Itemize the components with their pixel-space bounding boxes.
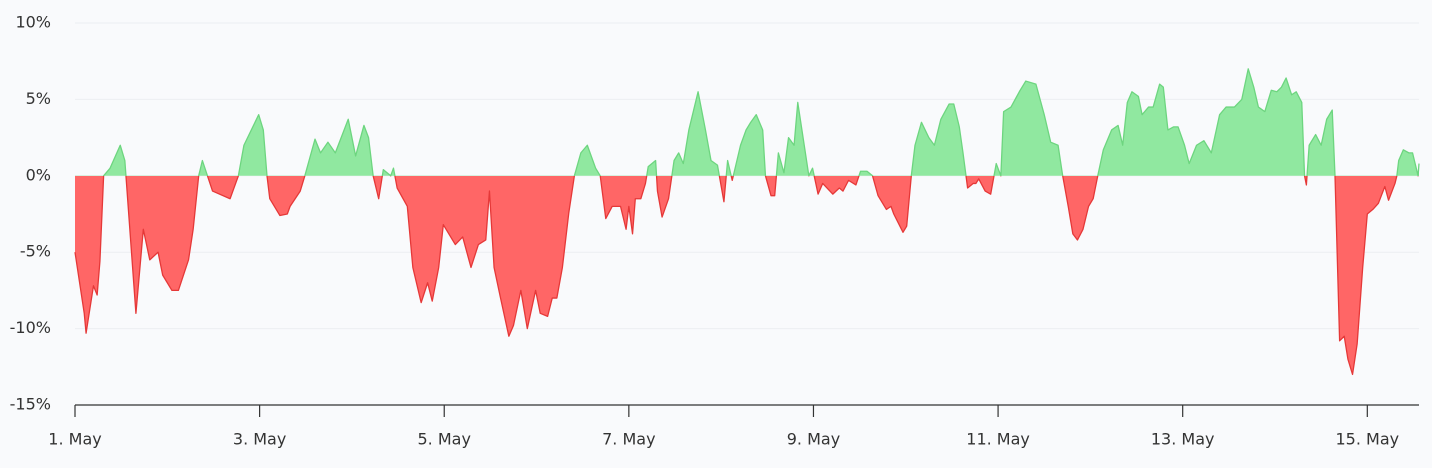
x-tick-label: 7. May bbox=[602, 430, 655, 449]
x-tick-label: 13. May bbox=[1151, 430, 1215, 449]
x-tick-label: 1. May bbox=[48, 430, 101, 449]
area-line bbox=[74, 68, 1420, 376]
y-tick-label: -5% bbox=[20, 242, 51, 261]
x-tick-label: 3. May bbox=[233, 430, 286, 449]
x-tick-label: 9. May bbox=[787, 430, 840, 449]
y-tick-label: 5% bbox=[26, 89, 51, 108]
y-tick-label: 0% bbox=[26, 165, 51, 184]
y-tick-label: -15% bbox=[10, 395, 51, 414]
x-tick-label: 5. May bbox=[418, 430, 471, 449]
x-tick-label: 11. May bbox=[966, 430, 1030, 449]
area bbox=[75, 68, 1419, 375]
y-tick-label: -10% bbox=[10, 318, 51, 337]
x-tick-label: 15. May bbox=[1336, 430, 1400, 449]
y-tick-label: 10% bbox=[15, 13, 51, 32]
